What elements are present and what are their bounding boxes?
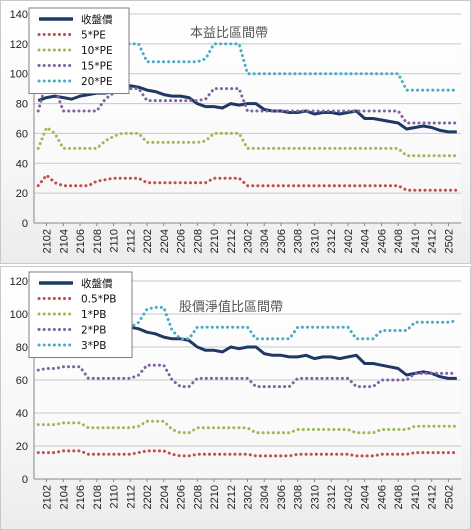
series-line-1 <box>36 449 459 458</box>
legend-label: 收盤價 <box>81 277 113 290</box>
x-tick-label: 2402 <box>343 485 355 509</box>
x-tick-label: 2404 <box>360 485 372 509</box>
legend-label: 3*PB <box>81 340 106 352</box>
y-tick-label: 120 <box>10 276 28 288</box>
x-tick-label: 2108 <box>92 485 104 509</box>
legend-box <box>28 271 133 358</box>
legend-label: 2*PB <box>81 325 106 337</box>
series-line-3 <box>36 78 459 125</box>
x-tick-label: 2112 <box>125 229 137 253</box>
x-tick-label: 2110 <box>109 229 121 253</box>
x-tick-label: 2404 <box>360 229 372 253</box>
legend-label: 1*PB <box>81 309 106 321</box>
x-tick-label: 2406 <box>376 485 388 509</box>
y-tick-label: 60 <box>16 128 28 140</box>
x-tick-label: 2402 <box>343 229 355 253</box>
x-tick-label: 2502 <box>443 229 455 253</box>
chart-title: 本益比區間帶 <box>190 26 268 41</box>
pe-band-chart-svg: 0 20 40 60 80 100 120 140 2102 2104 2106 2108 2110 21… <box>10 7 461 253</box>
x-tick-label: 2204 <box>159 229 171 253</box>
legend-label: 0.5*PB <box>81 294 116 306</box>
series-line-2 <box>36 125 459 158</box>
legend-label: 5*PE <box>81 30 106 42</box>
legend-label: 20*PE <box>81 76 113 88</box>
x-tick-label: 2412 <box>427 229 439 253</box>
x-tick-label: 2302 <box>243 229 255 253</box>
x-tick-label: 2410 <box>410 229 422 253</box>
y-tick-label: 100 <box>10 309 28 321</box>
x-tick-label: 2208 <box>192 229 204 253</box>
x-tick-label: 2112 <box>125 485 137 509</box>
y-tick-label: 60 <box>16 375 28 387</box>
y-tick-label: 20 <box>16 188 28 200</box>
x-tick-label: 2102 <box>42 229 54 253</box>
x-tick-label: 2206 <box>176 229 188 253</box>
y-tick-label: 0 <box>22 474 28 486</box>
x-tick-label: 2302 <box>243 485 255 509</box>
series-line-3 <box>36 363 459 389</box>
x-tick-label: 2204 <box>159 485 171 509</box>
pb-band-chart: 0 20 40 60 80 100 120 2102 2104 2106 2108 2110 2112 2… <box>0 266 471 530</box>
x-tick-label: 2304 <box>259 229 271 253</box>
x-tick-label: 2304 <box>259 485 271 509</box>
y-tick-label: 120 <box>10 39 28 51</box>
x-tick-label: 2210 <box>209 485 221 509</box>
x-tick-label: 2410 <box>410 485 422 509</box>
x-tick-label: 2110 <box>109 485 121 509</box>
x-tick-label: 2502 <box>443 485 455 509</box>
y-tick-label: 0 <box>22 218 28 230</box>
legend-label: 10*PE <box>81 45 113 57</box>
x-tick-label: 2210 <box>209 229 221 253</box>
x-tick-label: 2202 <box>142 229 154 253</box>
x-tick-label: 2308 <box>293 229 305 253</box>
y-tick-label: 80 <box>16 342 28 354</box>
y-tick-label: 20 <box>16 441 28 453</box>
x-tick-label: 2306 <box>276 485 288 509</box>
x-tick-label: 2202 <box>142 485 154 509</box>
x-tick-label: 2102 <box>42 485 54 509</box>
series-line-2 <box>36 419 459 435</box>
legend-label: 15*PE <box>81 61 113 73</box>
y-tick-label: 140 <box>10 9 28 21</box>
x-tick-label: 2312 <box>326 485 338 509</box>
x-tick-label: 2310 <box>309 485 321 509</box>
y-tick-label: 40 <box>16 408 28 420</box>
x-tick-label: 2106 <box>75 229 87 253</box>
x-tick-label: 2312 <box>326 229 338 253</box>
pb-band-chart-svg: 0 20 40 60 80 100 120 2102 2104 2106 2108 2110 2112 2… <box>10 271 461 509</box>
x-tick-label: 2104 <box>58 485 70 509</box>
x-tick-label: 2106 <box>75 485 87 509</box>
x-tick-label: 2406 <box>376 229 388 253</box>
x-tick-label: 2208 <box>192 485 204 509</box>
pe-band-chart: 0 20 40 60 80 100 120 140 2102 2104 2106 2108 2110 21… <box>0 0 471 264</box>
y-tick-label: 100 <box>10 69 28 81</box>
x-tick-label: 2408 <box>393 485 405 509</box>
y-tick-label: 40 <box>16 158 28 170</box>
series-line-1 <box>36 173 459 192</box>
x-tick-label: 2306 <box>276 229 288 253</box>
legend-label: 收盤價 <box>81 13 113 26</box>
legend-box <box>28 7 130 94</box>
x-tick-label: 2206 <box>176 485 188 509</box>
x-tick-label: 2104 <box>58 229 70 253</box>
y-tick-label: 80 <box>16 99 28 111</box>
x-tick-label: 2408 <box>393 229 405 253</box>
x-tick-label: 2310 <box>309 229 321 253</box>
x-tick-label: 2412 <box>427 485 439 509</box>
x-tick-label: 2212 <box>226 229 238 253</box>
x-tick-label: 2308 <box>293 485 305 509</box>
x-tick-label: 2108 <box>92 229 104 253</box>
chart-title: 股價淨值比區間帶 <box>179 299 283 315</box>
x-tick-label: 2212 <box>226 485 238 509</box>
